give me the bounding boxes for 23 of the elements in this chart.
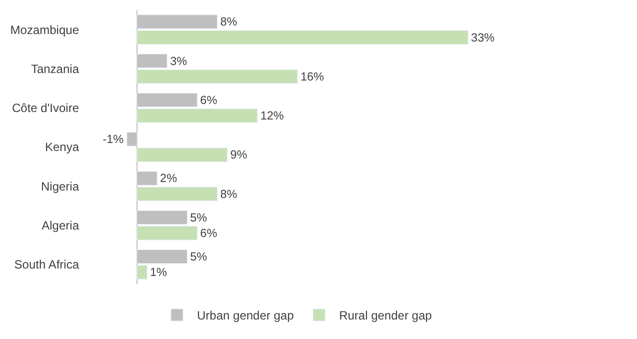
data-label: 1%	[150, 266, 168, 280]
data-label: 8%	[220, 16, 238, 29]
data-label: 8%	[220, 188, 238, 201]
y-tick-label: Nigeria	[40, 179, 80, 194]
data-label: 9%	[230, 148, 248, 162]
data-label: 3%	[170, 54, 188, 68]
data-label: 12%	[260, 110, 284, 123]
data-label: -1%	[102, 133, 124, 146]
data-label: 2%	[160, 172, 178, 186]
legend-label: Rural gender gap	[339, 308, 432, 323]
data-label: 5%	[190, 250, 208, 264]
y-tick-label: Mozambique	[10, 22, 80, 37]
data-label: 6%	[200, 94, 218, 107]
data-label: 6%	[200, 227, 218, 240]
y-tick-label: Tanzania	[30, 62, 80, 76]
y-tick-label: Kenya	[44, 140, 80, 154]
data-label: 33%	[471, 31, 496, 44]
data-label: 5%	[190, 211, 208, 224]
y-tick-label: South Africa	[14, 258, 80, 272]
data-label: 16%	[300, 70, 325, 84]
legend-label: Urban gender gap	[197, 308, 294, 323]
y-tick-label: Côte d'Ivoire	[12, 101, 80, 116]
y-tick-label: Algeria	[42, 218, 80, 232]
